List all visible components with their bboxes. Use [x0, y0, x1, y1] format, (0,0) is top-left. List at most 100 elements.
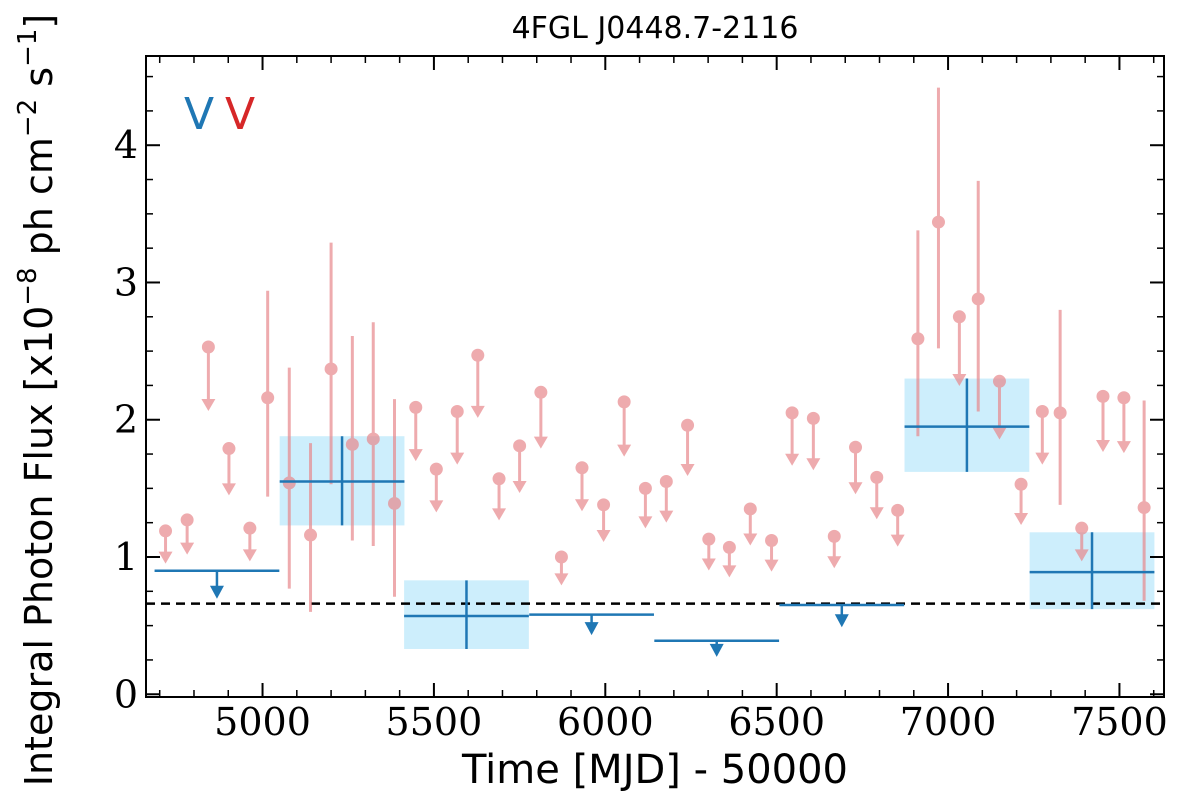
fine-detection	[304, 443, 318, 612]
fine-ul-arrow	[512, 481, 527, 494]
fine-ul-point	[429, 462, 443, 476]
fine-ul-point	[1117, 391, 1131, 405]
fine-ul-arrow	[617, 444, 632, 457]
x-tick-label: 5000	[214, 700, 311, 744]
fine-ul-point	[743, 502, 757, 516]
fine-point	[931, 215, 945, 229]
fine-point	[261, 391, 275, 405]
x-axis-label: Time [MJD] - 50000	[461, 747, 848, 793]
fine-detection	[911, 230, 925, 437]
y-tick-label: 3	[114, 260, 138, 304]
fine-ul-point	[952, 310, 966, 324]
y-label-exp2: −2	[13, 99, 43, 137]
fine-upper-limit	[617, 395, 632, 457]
fine-upper-limit	[1116, 391, 1131, 454]
fine-upper-limit	[827, 529, 842, 569]
fine-upper-limit	[890, 503, 905, 547]
y-tick-label: 2	[114, 398, 138, 442]
x-tick-label: 5500	[386, 700, 483, 744]
y-label-mid2: s	[17, 67, 61, 99]
fine-upper-limit	[722, 540, 737, 578]
fine-ul-arrow	[638, 516, 653, 529]
fine-ul-arrow	[952, 373, 967, 386]
fine-upper-limit	[492, 472, 507, 521]
fine-ul-point	[765, 534, 779, 548]
fine-ul-point	[513, 439, 527, 453]
fine-upper-limit	[764, 534, 779, 572]
fine-ul-arrow	[1116, 441, 1131, 454]
fine-point	[388, 496, 402, 510]
band-label-red: V	[225, 89, 255, 140]
x-tick-label: 7000	[900, 700, 997, 744]
fine-ul-point	[201, 340, 215, 354]
fine-detection	[1137, 400, 1151, 601]
fine-upper-limit	[743, 502, 758, 546]
fine-ul-point	[597, 498, 611, 512]
fine-ul-arrow	[1035, 452, 1050, 465]
fine-ul-point	[992, 374, 1006, 388]
fine-ul-point	[409, 400, 423, 414]
fine-ul-arrow	[659, 510, 674, 523]
fine-upper-limit	[848, 440, 863, 495]
fine-ul-arrow	[470, 405, 485, 418]
fine-point	[1137, 501, 1151, 515]
fine-ul-arrow	[574, 499, 589, 512]
fine-upper-limit	[408, 400, 423, 462]
plot-layer	[146, 87, 1164, 657]
fine-point	[911, 332, 925, 346]
fine-detection	[971, 180, 985, 412]
fine-detection	[324, 242, 338, 485]
fine-upper-limit	[533, 385, 548, 449]
tick-layer: 5000 5500 6000 6500 7000 7500 0 1 2 3 4	[114, 56, 1168, 744]
fine-ul-point	[180, 513, 194, 527]
fine-ul-arrow	[701, 558, 716, 571]
fine-upper-limit	[470, 348, 485, 418]
fine-ul-arrow	[890, 534, 905, 547]
fine-ul-point	[827, 529, 841, 543]
fine-upper-limit	[429, 462, 444, 513]
y-label-exp1: −8	[13, 267, 43, 305]
fine-ul-point	[534, 385, 548, 399]
fine-ul-arrow	[201, 399, 216, 412]
fine-upper-limit	[1035, 405, 1050, 465]
y-label-exp3: −1	[13, 29, 43, 67]
fine-ul-point	[722, 540, 736, 554]
fine-detection	[931, 87, 945, 349]
fine-upper-limit	[806, 411, 821, 471]
fine-point	[282, 476, 296, 490]
fine-ul-arrow	[554, 573, 569, 586]
fine-ul-arrow	[221, 483, 236, 496]
fine-ul-point	[243, 521, 257, 535]
fine-upper-limit	[596, 498, 611, 543]
coarse-ul-arrow	[709, 643, 724, 657]
fine-ul-arrow	[492, 508, 507, 521]
fine-ul-arrow	[242, 549, 257, 562]
fine-upper-limit	[659, 475, 674, 523]
y-tick-label: 0	[114, 672, 138, 716]
fine-ul-arrow	[180, 542, 195, 555]
fine-upper-limit	[638, 481, 653, 529]
coarse-ul-arrow	[834, 614, 849, 628]
fine-ul-arrow	[429, 500, 444, 513]
coarse-ul-arrow	[209, 585, 224, 599]
y-label-prefix: Integral Photon Flux [x10	[17, 306, 61, 787]
fine-upper-limit	[1014, 477, 1029, 525]
fine-ul-arrow	[806, 458, 821, 471]
x-tick-label: 6500	[728, 700, 825, 744]
fine-upper-limit	[450, 405, 465, 465]
fine-ul-point	[575, 461, 589, 475]
fine-ul-point	[222, 442, 236, 456]
y-label-suffix: ]	[17, 14, 61, 29]
fine-upper-limit	[180, 513, 195, 555]
fine-detection	[282, 367, 296, 589]
fine-upper-limit	[869, 470, 884, 520]
fine-ul-arrow	[869, 507, 884, 520]
fine-ul-arrow	[764, 559, 779, 572]
fine-upper-limit	[554, 550, 569, 586]
fine-detection	[388, 399, 402, 597]
fine-upper-limit	[701, 532, 716, 571]
fine-ul-point	[681, 418, 695, 432]
fine-ul-point	[1096, 389, 1110, 403]
fine-ul-arrow	[827, 556, 842, 569]
y-tick-label: 1	[114, 535, 138, 579]
